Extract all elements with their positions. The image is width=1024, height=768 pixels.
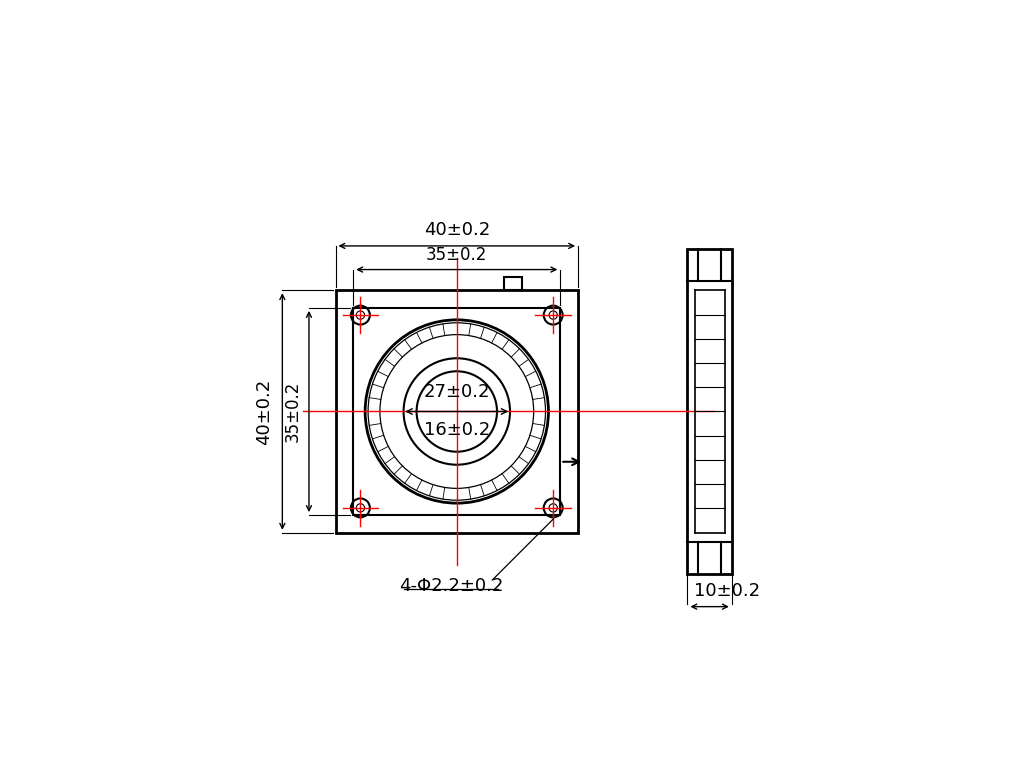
Text: 4-Φ2.2±0.2: 4-Φ2.2±0.2 bbox=[398, 577, 503, 595]
Text: 10±0.2: 10±0.2 bbox=[694, 581, 761, 600]
Text: 16±0.2: 16±0.2 bbox=[424, 421, 489, 439]
Text: 35±0.2: 35±0.2 bbox=[426, 246, 487, 263]
Text: 40±0.2: 40±0.2 bbox=[424, 221, 489, 239]
Text: 27±0.2: 27±0.2 bbox=[424, 383, 490, 401]
Text: 35±0.2: 35±0.2 bbox=[284, 381, 302, 442]
Text: 40±0.2: 40±0.2 bbox=[255, 379, 273, 445]
